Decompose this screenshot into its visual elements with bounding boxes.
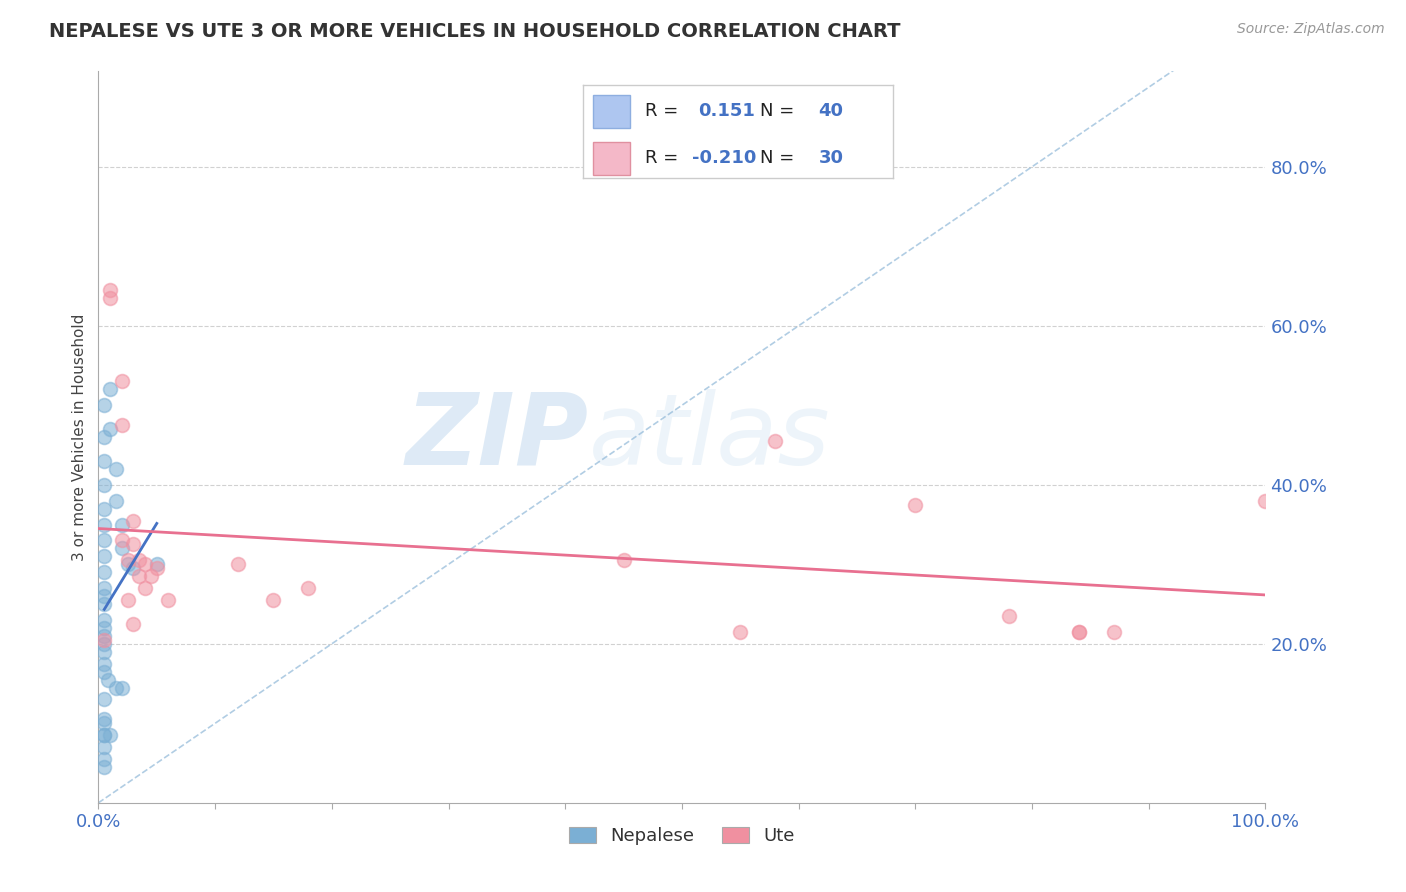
Point bbox=[146, 561, 169, 575]
Point bbox=[730, 624, 752, 639]
Point bbox=[134, 558, 156, 572]
Point bbox=[93, 501, 115, 516]
Point bbox=[93, 752, 115, 766]
Point bbox=[122, 616, 145, 631]
Text: ZIP: ZIP bbox=[405, 389, 589, 485]
Point bbox=[93, 581, 115, 595]
Point bbox=[111, 533, 134, 548]
Point bbox=[98, 728, 121, 742]
Point bbox=[98, 283, 121, 297]
Point bbox=[111, 681, 134, 695]
Point bbox=[98, 422, 121, 436]
Point bbox=[93, 589, 115, 603]
Point bbox=[93, 597, 115, 611]
Bar bbox=[593, 142, 630, 175]
Text: 0.151: 0.151 bbox=[697, 102, 755, 120]
Point bbox=[146, 558, 169, 572]
Point bbox=[93, 760, 115, 774]
Point bbox=[111, 517, 134, 532]
Y-axis label: 3 or more Vehicles in Household: 3 or more Vehicles in Household bbox=[72, 313, 87, 561]
Point bbox=[104, 493, 127, 508]
Point bbox=[93, 712, 115, 726]
Point bbox=[93, 645, 115, 659]
Point bbox=[111, 541, 134, 556]
Point bbox=[122, 514, 145, 528]
Point bbox=[93, 632, 115, 647]
Point bbox=[1254, 493, 1277, 508]
Point bbox=[139, 569, 162, 583]
Point bbox=[93, 549, 115, 564]
Text: NEPALESE VS UTE 3 OR MORE VEHICLES IN HOUSEHOLD CORRELATION CHART: NEPALESE VS UTE 3 OR MORE VEHICLES IN HO… bbox=[49, 22, 901, 41]
Point bbox=[763, 434, 786, 448]
Text: N =: N = bbox=[759, 102, 800, 120]
Point bbox=[122, 561, 145, 575]
Point bbox=[111, 418, 134, 433]
Point bbox=[93, 398, 115, 412]
Point bbox=[104, 462, 127, 476]
Point bbox=[613, 553, 636, 567]
Point bbox=[904, 498, 927, 512]
Point bbox=[93, 477, 115, 491]
Text: 30: 30 bbox=[818, 149, 844, 167]
Point bbox=[93, 657, 115, 671]
Point bbox=[117, 558, 139, 572]
Point bbox=[128, 569, 150, 583]
Point bbox=[93, 665, 115, 679]
Point bbox=[997, 609, 1019, 624]
Point bbox=[104, 681, 127, 695]
Point bbox=[98, 291, 121, 305]
Point bbox=[98, 383, 121, 397]
Text: atlas: atlas bbox=[589, 389, 830, 485]
Point bbox=[93, 566, 115, 580]
Point bbox=[228, 558, 250, 572]
Bar bbox=[593, 95, 630, 128]
Point bbox=[97, 673, 120, 687]
Point bbox=[93, 637, 115, 651]
Point bbox=[93, 629, 115, 643]
Point bbox=[1067, 624, 1090, 639]
Point bbox=[93, 454, 115, 468]
Text: -0.210: -0.210 bbox=[692, 149, 756, 167]
Point bbox=[93, 517, 115, 532]
Point bbox=[93, 692, 115, 706]
Point bbox=[1102, 624, 1125, 639]
Point bbox=[117, 553, 139, 567]
Point bbox=[262, 593, 284, 607]
Point bbox=[157, 593, 180, 607]
Point bbox=[122, 537, 145, 551]
Point bbox=[93, 533, 115, 548]
Text: 40: 40 bbox=[818, 102, 844, 120]
Point bbox=[93, 728, 115, 742]
Point bbox=[111, 375, 134, 389]
Point bbox=[128, 553, 150, 567]
Point bbox=[1067, 624, 1090, 639]
Text: R =: R = bbox=[645, 102, 690, 120]
Point bbox=[93, 613, 115, 627]
Text: Source: ZipAtlas.com: Source: ZipAtlas.com bbox=[1237, 22, 1385, 37]
Point bbox=[134, 581, 156, 595]
Point bbox=[93, 716, 115, 731]
Text: N =: N = bbox=[759, 149, 800, 167]
Point bbox=[93, 728, 115, 742]
Legend: Nepalese, Ute: Nepalese, Ute bbox=[562, 820, 801, 852]
Point bbox=[93, 740, 115, 755]
Point bbox=[117, 593, 139, 607]
Point bbox=[93, 621, 115, 635]
Point bbox=[93, 430, 115, 444]
Text: R =: R = bbox=[645, 149, 685, 167]
Point bbox=[297, 581, 319, 595]
